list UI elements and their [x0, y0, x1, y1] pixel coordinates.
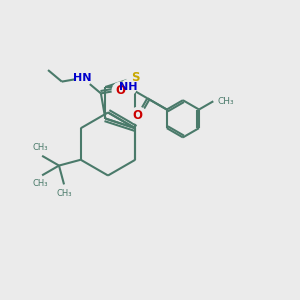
Text: HN: HN: [73, 73, 92, 83]
Text: CH₃: CH₃: [56, 189, 72, 198]
Text: CH₃: CH₃: [33, 179, 48, 188]
Text: O: O: [133, 109, 142, 122]
Text: S: S: [131, 71, 140, 84]
Text: CH₃: CH₃: [33, 143, 48, 152]
Text: NH: NH: [118, 82, 137, 92]
Text: CH₃: CH₃: [218, 97, 234, 106]
Text: O: O: [115, 83, 125, 97]
